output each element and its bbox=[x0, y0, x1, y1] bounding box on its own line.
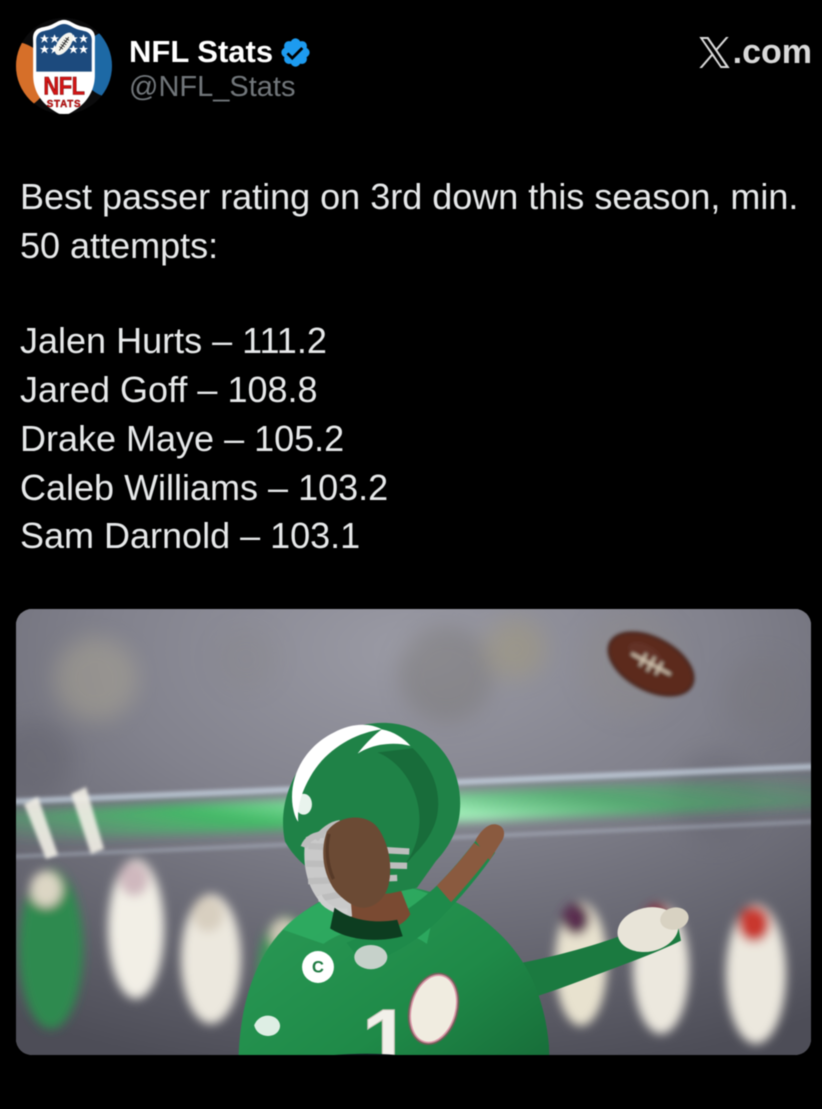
svg-text:1: 1 bbox=[362, 990, 411, 1055]
svg-text:C: C bbox=[312, 959, 324, 977]
svg-text:STATS: STATS bbox=[47, 99, 82, 110]
svg-text:NFL: NFL bbox=[43, 73, 84, 101]
